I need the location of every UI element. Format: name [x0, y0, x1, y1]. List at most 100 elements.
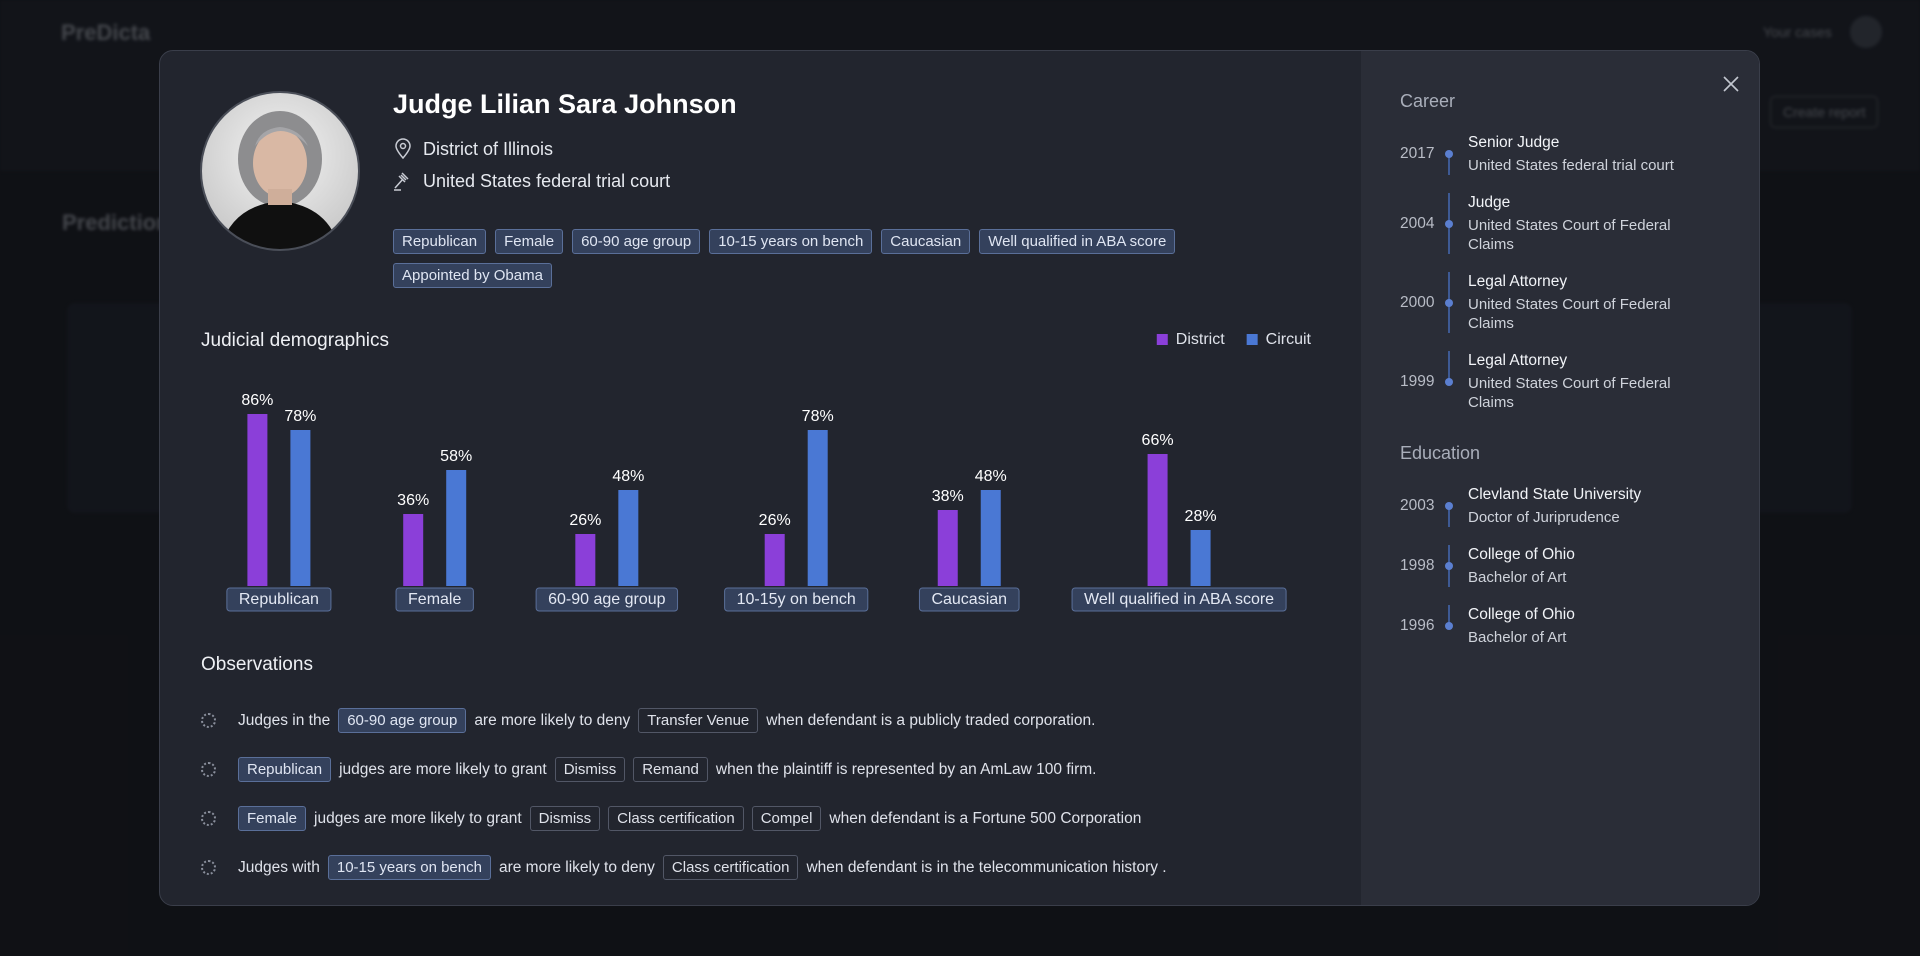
category-label: Caucasian [931, 591, 1007, 608]
profile-tag: Well qualified in ABA score [979, 229, 1176, 254]
chart-title: Judicial demographics [201, 330, 389, 351]
value-label: 36% [397, 492, 429, 509]
bar [290, 430, 311, 586]
timeline-dot [1445, 150, 1453, 158]
value-label: 58% [440, 448, 472, 465]
year: 2004 [1400, 214, 1435, 232]
category-chip [724, 587, 869, 612]
nav-link: Your cases [1763, 24, 1832, 40]
year: 1996 [1400, 617, 1435, 634]
profile-tags: Republican Female 60-90 age group 10-15 yea… [393, 229, 1223, 288]
org: United States Court of Federal Claims [1468, 217, 1671, 253]
value-label: 26% [569, 512, 601, 529]
value-label: 28% [1185, 508, 1217, 525]
gavel-icon [394, 172, 409, 191]
category-label: 10-15y on bench [737, 591, 856, 608]
year: 2003 [1400, 497, 1435, 514]
role: Judge [1468, 194, 1511, 211]
entry-text: Clevland State University Doctor of Jurip… [1468, 485, 1698, 527]
observation: Judges with 10-15 years on bench are more … [201, 843, 1351, 892]
bar [807, 430, 828, 586]
observation: Republican judges are more likely to gran… [201, 745, 1351, 794]
observation-text: judges are more likely to grant [314, 809, 522, 827]
motion-chip: Compel [751, 806, 822, 831]
value-label: 66% [1142, 432, 1174, 449]
bar [618, 490, 639, 586]
category-chip [918, 587, 1020, 612]
timeline-entry: 1996 College of Ohio Bachelor of Art [1400, 596, 1759, 656]
value-label: 26% [759, 512, 791, 529]
timeline-entry: 2004 Judge United States Court of Federal … [1400, 184, 1759, 263]
location-icon [395, 138, 411, 160]
year: 1999 [1400, 372, 1435, 390]
degree: Doctor of Juriprudence [1468, 509, 1620, 526]
avatar [1850, 16, 1882, 48]
education-timeline: 2003 Clevland State University Doctor of J… [1400, 476, 1759, 656]
entry-text: Legal Attorney United States Court of Fed… [1468, 272, 1698, 333]
entry-text: Legal Attorney United States Court of Fed… [1468, 351, 1698, 412]
observation: Female judges are more likely to grant Dis… [201, 794, 1351, 843]
bar [1190, 530, 1211, 586]
category-label: 60-90 age group [548, 591, 666, 608]
logo: PreDicta [61, 20, 151, 45]
observation-text: when defendant is in the telecommunicati… [806, 858, 1167, 876]
value-label: 78% [802, 408, 834, 425]
bar [937, 510, 958, 586]
year: 1998 [1400, 557, 1435, 574]
school: Clevland State University [1468, 486, 1642, 503]
observation-text: when the plaintiff is represented by an … [715, 760, 1097, 778]
observation-text: when defendant is a Fortune 500 Corporat… [829, 809, 1142, 827]
observations-list: Judges in the 60-90 age group are more lik… [201, 696, 1351, 892]
timeline-dot [1445, 298, 1453, 307]
timeline-track [1444, 272, 1454, 333]
district: District of Illinois [423, 138, 554, 159]
value-label: 86% [241, 392, 273, 409]
motion-chip: Transfer Venue [638, 708, 759, 733]
degree: Bachelor of Art [1468, 569, 1567, 586]
timeline-entry: 1999 Legal Attorney United States Court of… [1400, 342, 1759, 421]
year: 2017 [1400, 145, 1435, 162]
entry-text: Judge United States Court of Federal Clai… [1468, 193, 1698, 254]
timeline-dot [1445, 377, 1453, 386]
legend-label: District [1176, 331, 1225, 348]
observation-icon [201, 811, 216, 826]
role: Legal Attorney [1468, 352, 1568, 369]
observation-text: when defendant is a publicly traded corp… [766, 711, 1096, 729]
court: United States federal trial court [423, 170, 671, 191]
timeline-entry: 1998 College of Ohio Bachelor of Art [1400, 536, 1759, 596]
motion-chip: Class certification [608, 806, 744, 831]
timeline-dot [1445, 622, 1453, 630]
org: United States federal trial court [1468, 157, 1674, 174]
demographic-chip: Republican [238, 757, 332, 782]
close-button[interactable] [1722, 75, 1740, 93]
timeline-track [1444, 545, 1454, 587]
demographic-chip: 60-90 age group [338, 708, 467, 733]
profile-tag: Caucasian [881, 229, 971, 254]
timeline-entry: 2017 Senior Judge United States federal tr… [1400, 124, 1759, 184]
legend-swatch [1246, 334, 1258, 345]
judge-photo [200, 91, 360, 251]
category-label: Well qualified in ABA score [1084, 591, 1274, 608]
profile-tag: Appointed by Obama [393, 263, 552, 288]
judge-modal: Judge Lilian Sara Johnson District of Il… [159, 50, 1760, 906]
observation-text: Judges with [238, 858, 320, 876]
timeline-dot [1445, 502, 1453, 510]
profile-tag: Republican [393, 229, 487, 254]
bar [403, 514, 424, 586]
org: United States Court of Federal Claims [1468, 296, 1671, 332]
observation-text: are more likely to deny [498, 858, 655, 876]
school: College of Ohio [1468, 546, 1575, 563]
motion-chip: Class certification [662, 855, 799, 880]
profile-tag: Female [495, 229, 564, 254]
category-label: Female [408, 591, 461, 608]
entry-text: College of Ohio Bachelor of Art [1468, 545, 1698, 587]
demographics-chart: Judicial demographics Circuit District Rep… [201, 330, 1311, 612]
timeline-entry: 2000 Legal Attorney United States Court of… [1400, 263, 1759, 342]
category-chip [1071, 587, 1287, 612]
timeline-track [1444, 133, 1454, 175]
category-chip [226, 587, 332, 612]
value-label: 48% [975, 468, 1007, 485]
timeline-track [1444, 605, 1454, 647]
school: College of Ohio [1468, 606, 1575, 623]
